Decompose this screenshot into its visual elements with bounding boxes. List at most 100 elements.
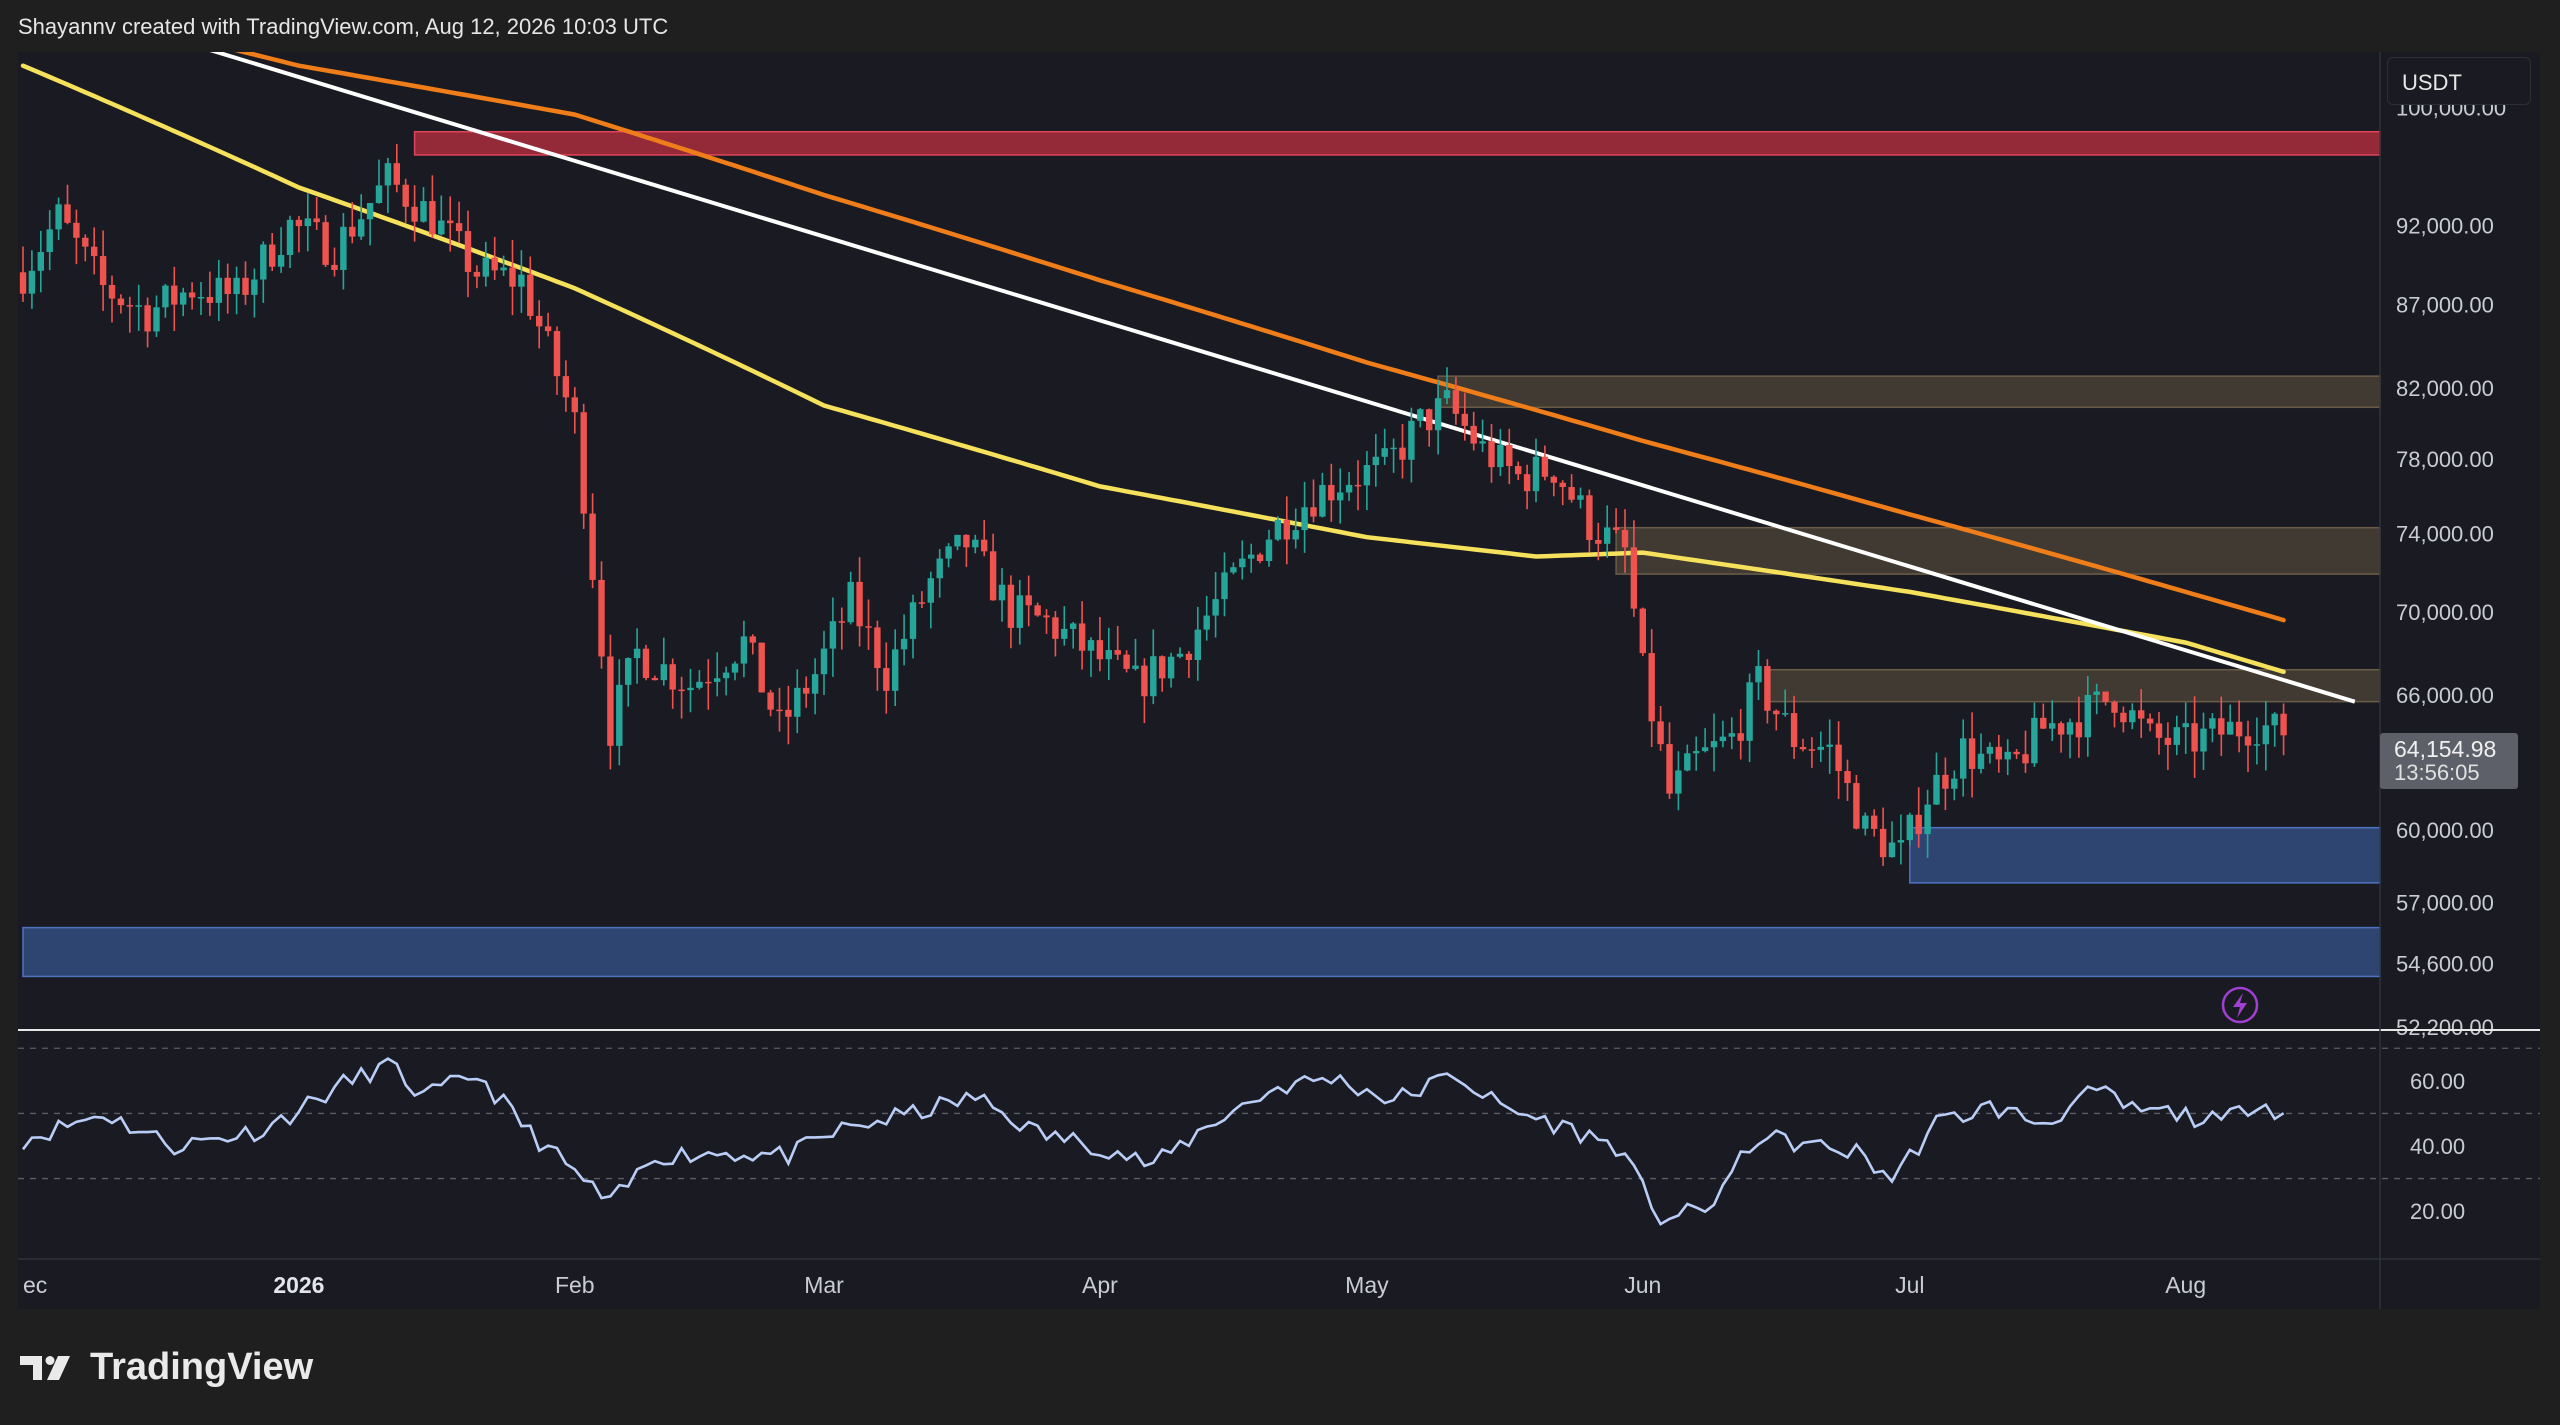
candle-body xyxy=(847,581,854,623)
candle-body xyxy=(883,668,890,691)
candle-body xyxy=(1764,666,1771,711)
candle-body xyxy=(188,292,196,298)
time-tick-label: 2026 xyxy=(273,1272,324,1298)
candle-body xyxy=(1719,736,1727,742)
candle-body xyxy=(375,185,383,203)
candle-body xyxy=(927,578,934,603)
candle-body xyxy=(64,204,71,223)
candle-body xyxy=(1657,721,1664,745)
candle-body xyxy=(1906,814,1913,841)
candle-body xyxy=(242,277,249,295)
candle-body xyxy=(1381,448,1388,457)
candle-body xyxy=(1897,840,1905,843)
candle-body xyxy=(1506,444,1513,467)
candle-body xyxy=(1052,617,1059,639)
logo-text: TradingView xyxy=(90,1346,314,1388)
candle-body xyxy=(1345,484,1353,493)
candle-body xyxy=(625,658,632,685)
candle-body xyxy=(1728,733,1735,737)
candle-body xyxy=(1942,774,1949,789)
candle-body xyxy=(1034,605,1041,616)
candle-body xyxy=(1693,751,1700,754)
price-tick-label: 87,000.00 xyxy=(2396,292,2494,317)
candle-body xyxy=(651,677,659,681)
candle-body xyxy=(998,584,1006,601)
candle-body xyxy=(313,218,320,223)
candle-body xyxy=(1452,390,1460,414)
candle-body xyxy=(714,678,721,682)
time-tick-label: Mar xyxy=(804,1272,844,1298)
currency-badge[interactable]: USDT xyxy=(2387,57,2531,105)
candle-body xyxy=(1844,771,1851,784)
candle-body xyxy=(1826,744,1833,747)
candle-body xyxy=(803,687,810,694)
last-price-badge: 64,154.98 13:56:05 xyxy=(2380,733,2518,789)
candle-body xyxy=(1604,527,1611,544)
candle-body xyxy=(1550,476,1557,483)
alert-lightning-icon[interactable] xyxy=(2221,986,2259,1024)
candle-body xyxy=(1390,447,1397,450)
candle-body xyxy=(2235,721,2243,737)
candle-body xyxy=(2182,723,2189,728)
candle-body xyxy=(295,219,303,227)
candle-body xyxy=(1532,456,1540,492)
last-price-value: 64,154.98 xyxy=(2394,736,2497,762)
candle-body xyxy=(963,534,970,548)
candle-body xyxy=(1479,441,1486,444)
rsi-tick-label: 60.00 xyxy=(2410,1069,2465,1094)
candle-body xyxy=(126,305,133,307)
demand-zone-54k xyxy=(22,926,2381,978)
candle-body xyxy=(2049,723,2056,729)
candle-body xyxy=(2040,717,2047,729)
candle-body xyxy=(135,305,142,307)
candle-body xyxy=(1612,527,1620,530)
candle-body xyxy=(429,201,436,235)
candle-body xyxy=(2129,710,2136,723)
candle-body xyxy=(785,709,792,717)
candle-body xyxy=(1577,495,1584,500)
candle-body xyxy=(1141,665,1148,697)
chart-svg[interactable]: 100,000.0092,000.0087,000.0082,000.0078,… xyxy=(18,52,2540,1309)
rsi-tick-label: 40.00 xyxy=(2410,1134,2465,1159)
candle-body xyxy=(1016,595,1023,628)
candle-body xyxy=(562,376,570,398)
candle-body xyxy=(1087,640,1095,651)
demand-zone-58k xyxy=(1909,826,2381,884)
candle-body xyxy=(2013,751,2020,755)
candle-body xyxy=(865,626,872,628)
candle-body xyxy=(464,231,472,272)
chart-area[interactable]: 100,000.00 92,000.00 87,000.00 82,000.00 78,… xyxy=(18,52,2540,1309)
candle-body xyxy=(2271,713,2278,726)
candle-body xyxy=(829,621,837,649)
rsi-tick-label: 20.00 xyxy=(2410,1199,2465,1224)
candle-body xyxy=(260,244,267,280)
candle-body xyxy=(1977,753,1985,769)
tradingview-logo-icon xyxy=(20,1355,70,1380)
candle-body xyxy=(1283,519,1290,540)
candle-body xyxy=(687,687,694,691)
candle-body xyxy=(180,292,187,305)
candle-body xyxy=(909,602,917,639)
candle-body xyxy=(438,220,445,235)
candle-body xyxy=(1630,547,1638,609)
candle-body xyxy=(1470,425,1477,444)
candle-body xyxy=(1862,815,1869,829)
candle-body xyxy=(349,226,356,237)
candle-body xyxy=(1354,484,1362,487)
candle-body xyxy=(286,219,294,256)
candle-body xyxy=(117,298,125,306)
time-tick-label: Jun xyxy=(1624,1272,1661,1298)
price-tick-label: 66,000.00 xyxy=(2396,683,2494,708)
candle-body xyxy=(1434,398,1442,431)
candle-body xyxy=(892,649,899,691)
candle-body xyxy=(1621,529,1629,548)
candle-body xyxy=(366,202,374,220)
candle-body xyxy=(2138,710,2145,719)
candle-body xyxy=(1203,615,1210,630)
candle-body xyxy=(99,256,107,286)
price-tick-label: 70,000.00 xyxy=(2396,600,2494,625)
tradingview-logo[interactable]: TradingView xyxy=(20,1346,313,1389)
candle-body xyxy=(776,709,783,712)
candle-body xyxy=(1248,554,1255,559)
candle-body xyxy=(2209,718,2216,729)
